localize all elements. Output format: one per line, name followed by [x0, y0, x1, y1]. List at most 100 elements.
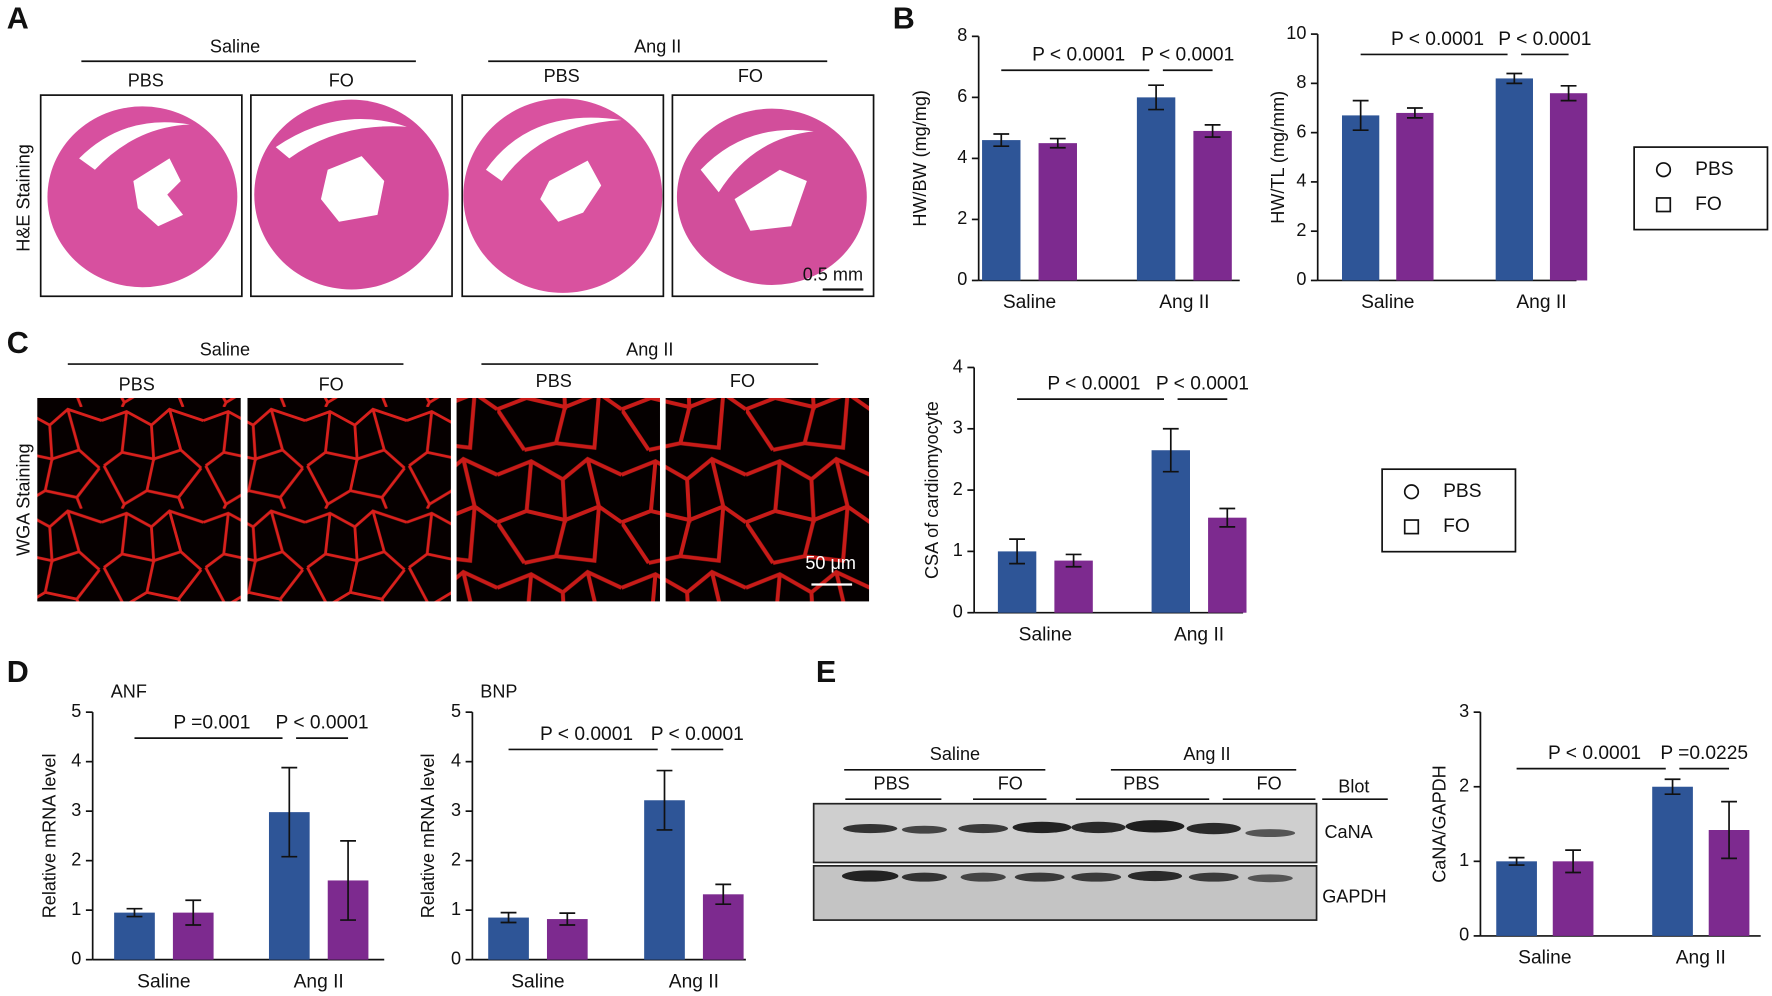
y-tick-label: 6 [1296, 121, 1306, 141]
y-axis-title: HW/BW (mg/mg) [910, 90, 930, 227]
error-bar [1506, 72, 1523, 85]
x-tick-label: Saline [1361, 292, 1414, 313]
legend-marker [1403, 484, 1420, 500]
y-tick-label: 0 [1459, 925, 1469, 945]
treatment-label: PBS [1123, 773, 1159, 793]
y-tick-label: 2 [953, 479, 963, 499]
significance-label: P < 0.0001 [1156, 374, 1249, 395]
error-bar [185, 899, 202, 926]
bar [1136, 97, 1176, 281]
bar [1208, 517, 1247, 613]
y-tick-label: 4 [953, 356, 963, 376]
group-label: Saline [200, 339, 250, 359]
band-label: GAPDH [1322, 886, 1386, 906]
bar [488, 917, 529, 960]
y-tick-label: 3 [1459, 701, 1469, 721]
y-tick-label: 4 [1296, 171, 1306, 191]
significance-label: P < 0.0001 [276, 713, 369, 734]
bar [1038, 143, 1077, 281]
bar [1054, 560, 1093, 613]
y-tick-label: 10 [1286, 23, 1306, 43]
y-tick-label: 4 [451, 750, 461, 770]
significance-label: P < 0.0001 [1047, 374, 1140, 395]
stain-label: WGA Staining [14, 443, 34, 556]
legend-label: FO [1695, 194, 1722, 215]
error-bar [340, 840, 356, 921]
y-tick-label: 1 [953, 540, 963, 560]
bar [114, 912, 155, 960]
legend-box [1381, 468, 1517, 553]
bar [702, 894, 744, 960]
y-tick-label: 3 [953, 418, 963, 438]
x-tick-label: Ang II [1676, 948, 1726, 969]
error-bar [281, 766, 298, 858]
y-tick-label: 5 [451, 701, 461, 721]
scale-bar-label: 0.5 mm [803, 265, 863, 285]
significance-label: P < 0.0001 [1032, 45, 1125, 66]
significance-label: P < 0.0001 [1141, 45, 1234, 66]
treatment-label: PBS [874, 773, 910, 793]
x-tick-label: Saline [137, 971, 190, 992]
wga-images [37, 397, 870, 602]
x-tick-label: Ang II [1516, 292, 1566, 313]
significance-label: P < 0.0001 [651, 724, 744, 745]
treatment-label: PBS [536, 371, 572, 391]
error-bar [559, 912, 576, 926]
y-tick-label: 2 [71, 849, 81, 869]
error-bar [1352, 99, 1369, 132]
blot-image [812, 802, 1318, 921]
error-bar [1148, 84, 1165, 111]
treatment-label: FO [1257, 773, 1282, 793]
significance-label: P < 0.0001 [540, 724, 633, 745]
y-axis-title: Relative mRNA level [418, 754, 438, 919]
y-tick-label: 0 [71, 948, 81, 968]
x-tick-label: Saline [1003, 292, 1056, 313]
y-tick-label: 2 [957, 208, 967, 228]
y-axis-title: HW/TL (mg/mm) [1268, 91, 1288, 224]
bar [1396, 112, 1434, 281]
error-bar [126, 907, 143, 918]
bar [1652, 786, 1693, 936]
significance-label: P =0.0225 [1660, 743, 1748, 764]
x-tick-label: Saline [1019, 624, 1072, 645]
scale-bar-label: 50 μm [805, 553, 856, 573]
y-tick-label: 0 [1296, 269, 1306, 289]
bar [1552, 861, 1594, 936]
y-tick-label: 3 [451, 800, 461, 820]
treatment-label: PBS [119, 374, 155, 394]
group-label: Saline [210, 36, 260, 56]
error-bar [500, 911, 517, 924]
error-bar [1560, 84, 1577, 102]
y-axis-title: CaNA/GAPDH [1430, 765, 1450, 883]
y-tick-label: 2 [451, 849, 461, 869]
error-bar [1406, 107, 1423, 119]
band-label: CaNA [1324, 822, 1373, 842]
y-tick-label: 8 [957, 25, 967, 45]
error-bar [1204, 123, 1221, 138]
y-tick-label: 3 [71, 800, 81, 820]
chart-title: ANF [111, 682, 147, 702]
y-tick-label: 0 [957, 269, 967, 289]
y-tick-label: 6 [957, 86, 967, 106]
bar [1193, 130, 1232, 281]
bar [1495, 78, 1533, 281]
treatment-label: PBS [544, 66, 580, 86]
panel-label: E [816, 655, 836, 689]
legend-label: PBS [1695, 159, 1733, 180]
y-tick-label: 4 [957, 147, 967, 167]
treatment-label: FO [319, 374, 344, 394]
significance-label: P < 0.0001 [1391, 29, 1484, 50]
blot-header: Blot [1338, 777, 1369, 797]
y-tick-label: 5 [71, 701, 81, 721]
bar [1341, 115, 1380, 281]
y-tick-label: 2 [1459, 776, 1469, 796]
y-tick-label: 0 [451, 948, 461, 968]
y-tick-label: 1 [1459, 850, 1469, 870]
treatment-label: FO [738, 66, 763, 86]
legend-marker [1655, 162, 1672, 178]
x-tick-label: Saline [511, 971, 564, 992]
panel-label: B [893, 2, 915, 36]
bar [1549, 93, 1588, 281]
significance-label: P =0.001 [173, 713, 250, 734]
